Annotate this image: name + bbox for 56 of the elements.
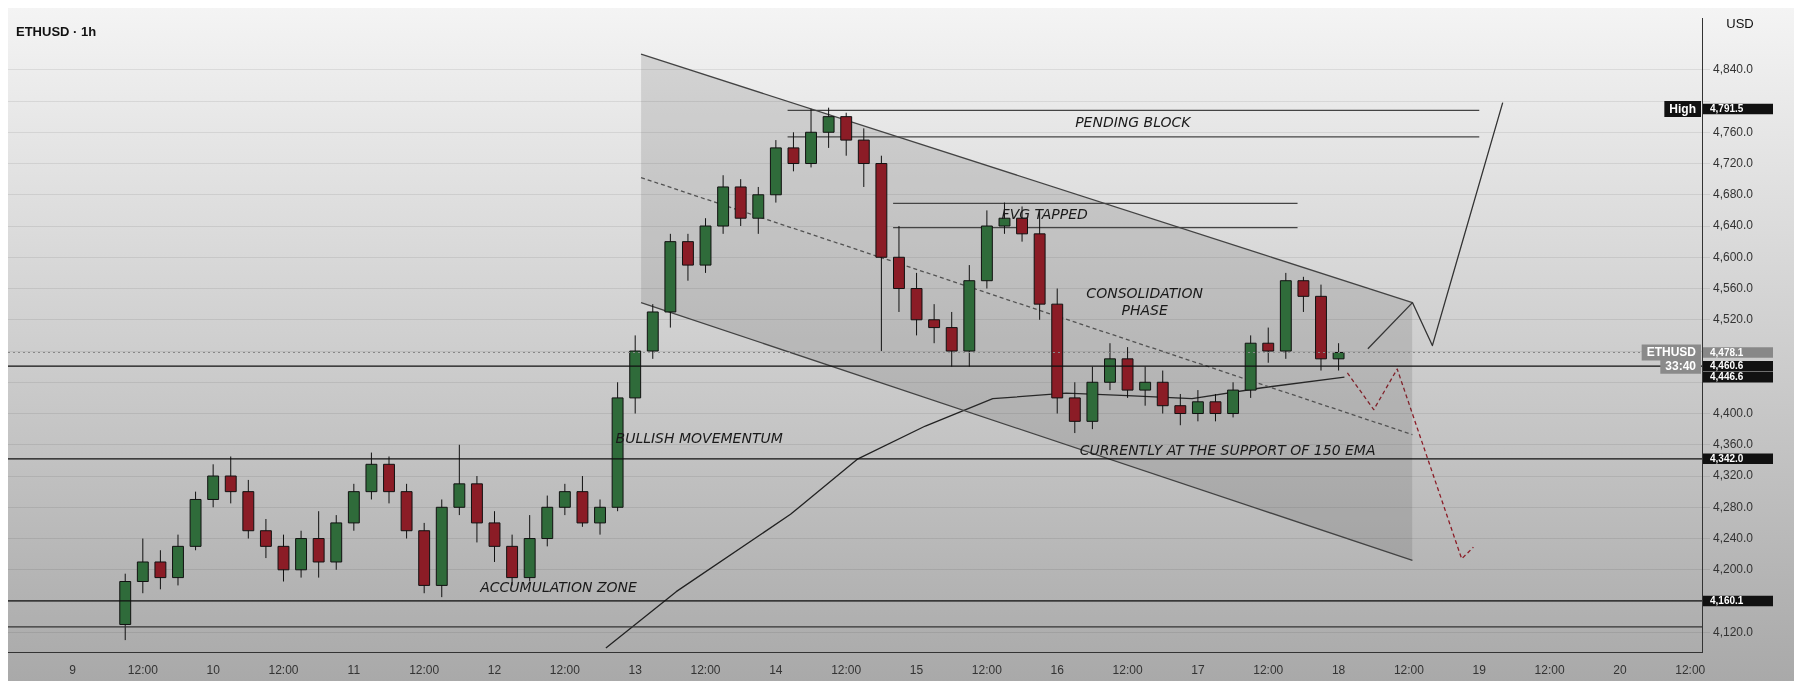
annotation: 33:40 [1665,358,1697,373]
text: 4,446.6 [1710,371,1744,383]
ref-line-label: 4,160.1 [1710,595,1744,607]
y-tick-label: 4,840.0 [1713,62,1754,77]
y-tick-label: 4,240.0 [1713,530,1754,545]
annotation: CURRENTLY AT THE SUPPORT OF 150 EMA [1079,441,1376,458]
x-tick-label: 10 [206,663,221,678]
y-axis-title: USD [1726,16,1754,32]
x-tick-label: 12:00 [549,663,581,678]
y-tick-label: 4,320.0 [1713,468,1754,483]
text: ETHUSD · 1h [16,24,97,40]
x-tick-label: 20 [1613,663,1627,678]
y-tick-label: 4,200.0 [1713,562,1754,577]
x-tick-label: 13 [628,663,643,678]
x-tick-label: 12:00 [268,663,299,678]
annotation: High [1669,101,1697,116]
y-tick-label: 4,520.0 [1713,312,1754,327]
y-tick-label: 4,640.0 [1713,218,1754,233]
annotation: CONSOLIDATION PHASE [1086,284,1204,318]
x-tick-label: 12:00 [1393,663,1425,678]
x-tick-label: 12:00 [127,663,159,678]
candlestick [752,186,765,235]
x-tick-label: 12 [487,663,502,678]
x-tick-label: 11 [347,663,361,678]
x-tick-label: 16 [1050,663,1065,678]
annotation: ACCUMULATION ZONE [479,579,637,596]
x-tick-label: 18 [1331,663,1346,678]
x-tick-label: 12:00 [1675,663,1706,678]
x-tick-label: 12:00 [1112,663,1143,678]
x-tick-label: 12:00 [971,663,1003,678]
x-tick-label: 12:00 [409,663,440,678]
y-tick-label: 4,600.0 [1713,249,1754,264]
ref-line-label: 4,460.6 [1710,360,1744,372]
x-tick-label: 14 [769,663,783,678]
candlestick [681,233,694,282]
y-tick-label: 4,760.0 [1713,124,1754,139]
text: 4,791.5 [1710,103,1744,115]
x-tick-label: 9 [69,663,77,678]
y-tick-label: 4,680.0 [1713,187,1754,202]
annotation: PENDING BLOCK [1075,114,1193,131]
x-tick-label: 12:00 [1534,663,1565,678]
x-tick-label: 15 [909,663,924,678]
ref-line-label: 4,478.1 [1710,346,1744,358]
y-tick-label: 4,560.0 [1713,280,1754,295]
x-tick-label: 19 [1472,663,1487,678]
y-tick-label: 4,400.0 [1713,405,1754,420]
x-tick-label: 12:00 [690,663,721,678]
x-tick-label: 17 [1191,663,1205,678]
annotation: ETHUSD [1646,345,1697,360]
ref-line-label: 4,342.0 [1710,453,1744,465]
y-tick-label: 4,720.0 [1713,155,1754,170]
y-tick-label: 4,120.0 [1713,624,1754,639]
x-tick-label: 12:00 [1253,663,1284,678]
y-tick-label: 4,280.0 [1713,499,1754,514]
y-tick-label: 4,360.0 [1713,437,1754,452]
x-tick-label: 12:00 [831,663,862,678]
